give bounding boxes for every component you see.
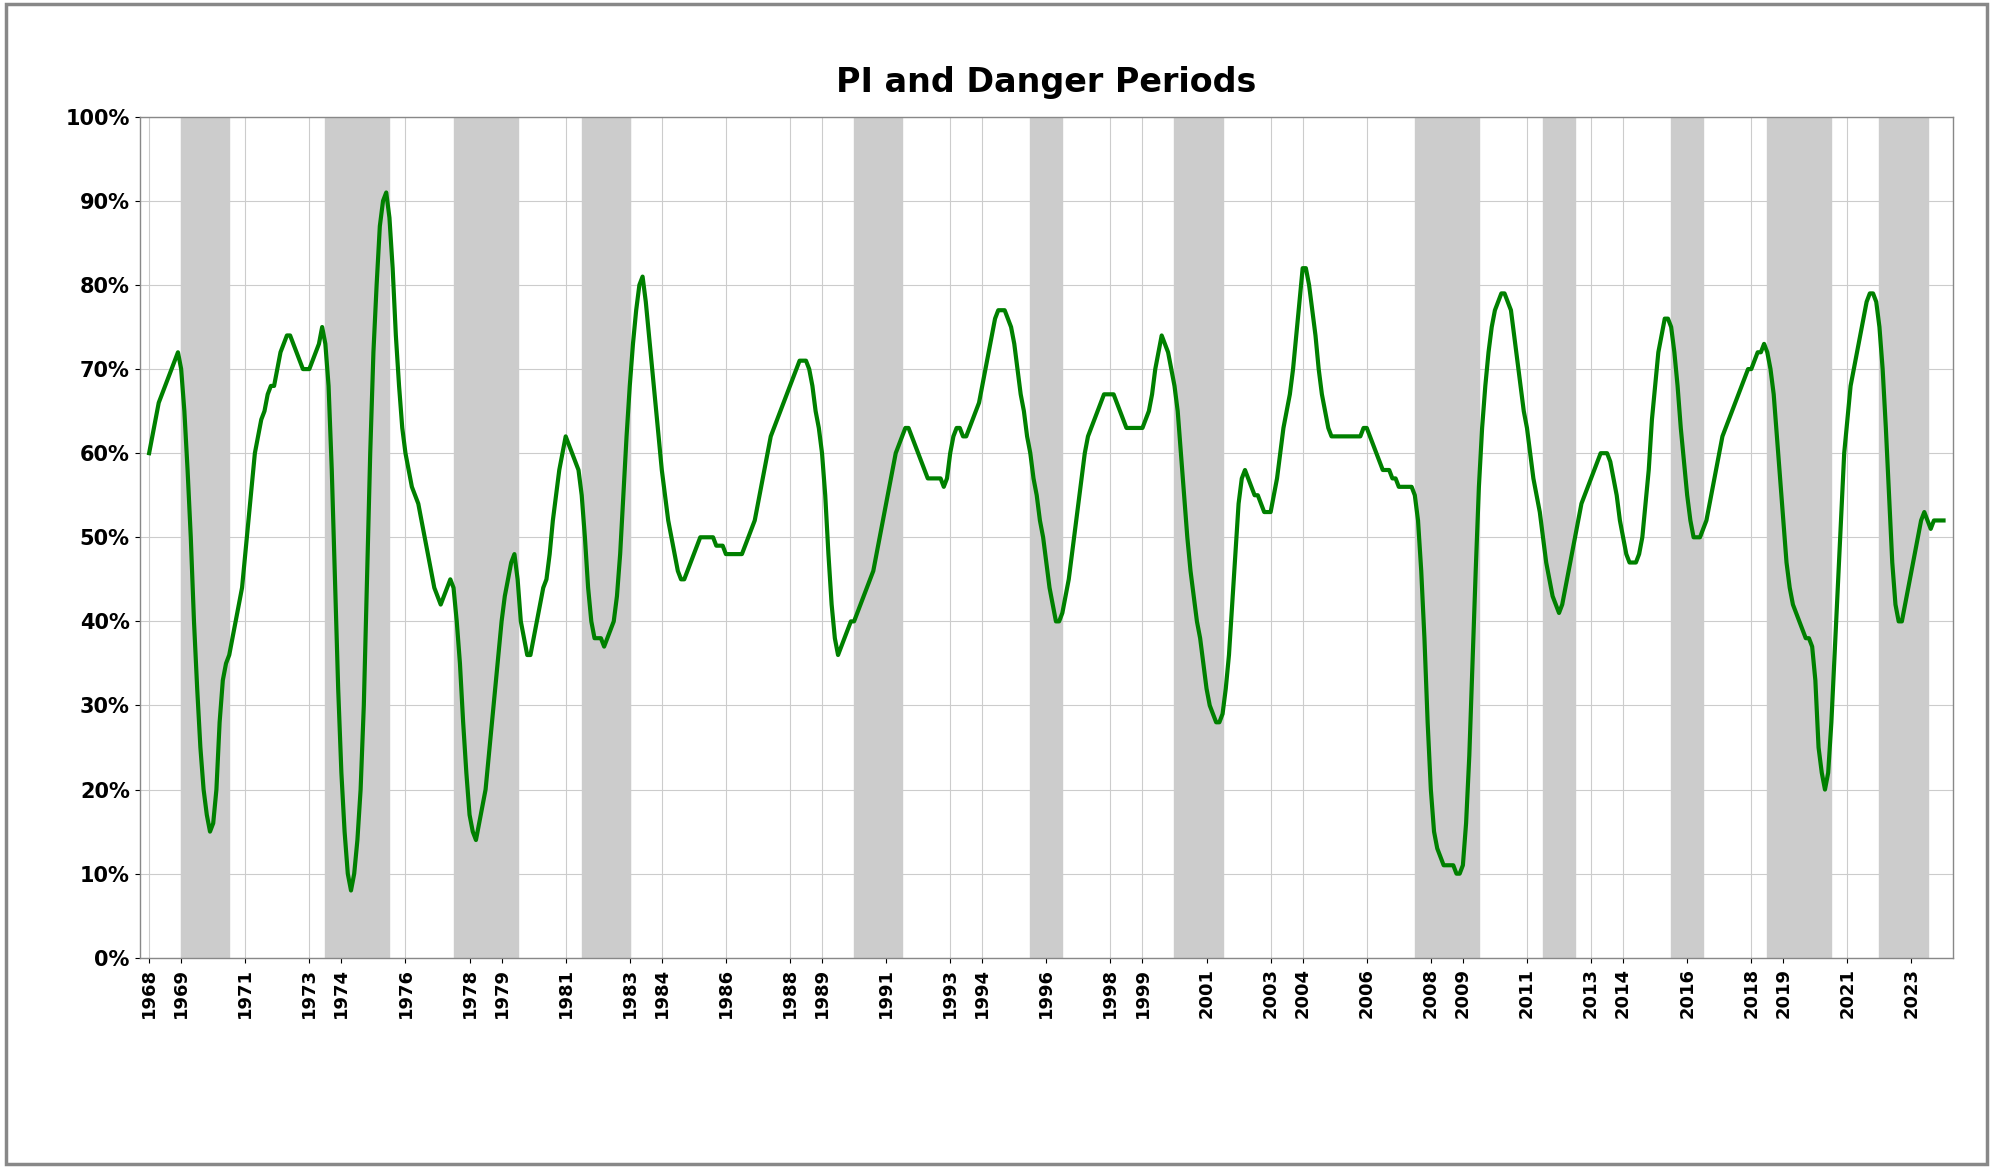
Bar: [1672, 117, 1704, 958]
Bar: [1768, 117, 1832, 958]
Title: PI and Danger Periods: PI and Danger Periods: [837, 65, 1256, 99]
Bar: [855, 117, 903, 958]
Bar: [1543, 117, 1574, 958]
Bar: [582, 117, 630, 958]
Bar: [1415, 117, 1479, 958]
Bar: [181, 117, 229, 958]
Bar: [1030, 117, 1062, 958]
Bar: [1879, 117, 1927, 958]
Bar: [325, 117, 389, 958]
Bar: [454, 117, 518, 958]
Bar: [1174, 117, 1222, 958]
